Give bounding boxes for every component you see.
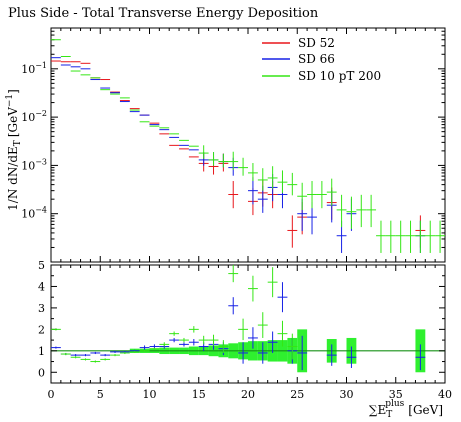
y-tick-label-main: 10−4 <box>21 206 47 221</box>
legend-label-sd-52: SD 52 <box>298 36 335 50</box>
x-tick-label: 40 <box>438 388 452 401</box>
legend-label-sd-10-pt-200: SD 10 pT 200 <box>298 69 381 83</box>
series-sd-66 <box>51 57 426 253</box>
ratio-plot: 0 1 2 3 4 5 0 5 10 15 20 25 30 35 40 <box>38 259 452 401</box>
x-axis-label-var: E <box>377 403 386 417</box>
ratio-plot-frame <box>50 264 446 384</box>
y-axis-label: 1/N dN/dET [GeV−1] <box>5 89 23 211</box>
y-tick-label-ratio: 0 <box>38 366 45 379</box>
y-tick-label-base: 10 <box>21 159 35 172</box>
y-tick-label-main: 10−3 <box>21 157 47 172</box>
y-tick-label-ratio: 1 <box>38 345 45 358</box>
x-axis-label-sub: T <box>386 410 392 420</box>
x-tick-label: 20 <box>241 388 255 401</box>
main-plot: 10−410−310−210−1 <box>21 27 446 263</box>
x-axis-label-sup: plus <box>385 399 404 409</box>
legend-label-sd-66: SD 66 <box>298 52 335 66</box>
y-tick-label-base: 10 <box>21 111 35 124</box>
x-tick-label: 5 <box>97 388 104 401</box>
main-plot-frame <box>50 27 446 263</box>
series-sd-10-pt-200 <box>51 39 445 253</box>
chart-title: Plus Side - Total Transverse Energy Depo… <box>8 6 319 21</box>
y-tick-label-ratio: 2 <box>38 323 45 336</box>
y-axis-label-sup: −1 <box>5 94 15 107</box>
x-axis-label-sum: ∑ <box>369 403 378 417</box>
y-axis-label-main: 1/N dN/dE <box>6 146 20 211</box>
y-tick-label-exponent: −1 <box>35 61 47 70</box>
series-sd-52 <box>51 60 426 248</box>
x-tick-label: 30 <box>340 388 354 401</box>
ratio-series-sd-10-pt-200 <box>51 265 298 363</box>
y-tick-label-base: 10 <box>21 208 35 221</box>
x-axis-label-unit: [GeV] <box>408 403 443 417</box>
y-tick-label-exponent: −3 <box>35 157 47 166</box>
y-tick-label-exponent: −4 <box>35 206 47 215</box>
y-tick-label-main: 10−1 <box>21 61 47 76</box>
y-tick-label-ratio: 5 <box>38 259 45 272</box>
svg-text:∑ETplus[GeV]: ∑ETplus [GeV] <box>369 399 443 420</box>
y-tick-label-main: 10−2 <box>21 109 47 124</box>
y-axis-label-unit: [GeV <box>6 107 20 137</box>
x-tick-label: 0 <box>48 388 55 401</box>
y-tick-label-ratio: 3 <box>38 302 45 315</box>
y-tick-label-base: 10 <box>21 63 35 76</box>
x-tick-label: 10 <box>143 388 157 401</box>
x-tick-label: 25 <box>290 388 304 401</box>
x-tick-label: 15 <box>192 388 206 401</box>
y-tick-label-exponent: −2 <box>35 109 47 118</box>
legend: SD 52 SD 66 SD 10 pT 200 <box>262 36 381 83</box>
x-tick-label: 35 <box>389 388 403 401</box>
svg-text:1/N dN/dET[GeV−1]: 1/N dN/dET [GeV−1] <box>5 89 23 211</box>
y-axis-label-sub: T <box>13 140 23 146</box>
y-axis-label-close: ] <box>6 89 20 94</box>
y-tick-label-ratio: 4 <box>38 280 45 293</box>
x-axis-label: ∑ETplus [GeV] <box>369 399 443 420</box>
